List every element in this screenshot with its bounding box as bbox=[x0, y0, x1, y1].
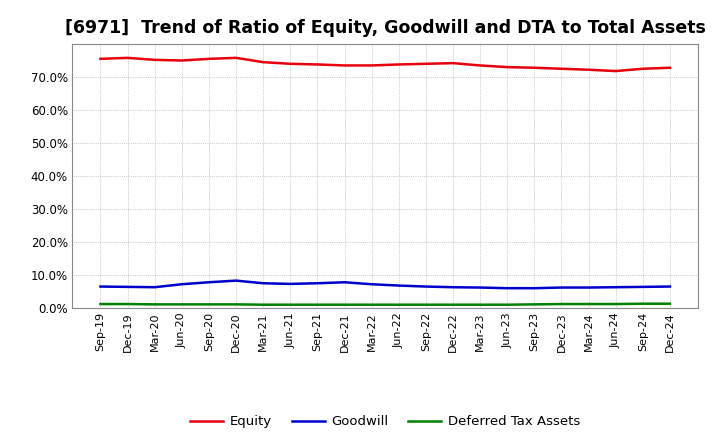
Goodwill bbox=[476, 285, 485, 290]
Goodwill bbox=[367, 282, 376, 287]
Goodwill bbox=[150, 285, 159, 290]
Deferred Tax Assets bbox=[150, 302, 159, 307]
Deferred Tax Assets bbox=[476, 302, 485, 307]
Deferred Tax Assets bbox=[421, 302, 430, 307]
Deferred Tax Assets bbox=[639, 301, 647, 306]
Goodwill bbox=[96, 284, 105, 289]
Deferred Tax Assets bbox=[204, 302, 213, 307]
Legend: Equity, Goodwill, Deferred Tax Assets: Equity, Goodwill, Deferred Tax Assets bbox=[185, 410, 585, 433]
Equity bbox=[395, 62, 403, 67]
Deferred Tax Assets bbox=[665, 301, 674, 306]
Goodwill bbox=[286, 281, 294, 286]
Goodwill bbox=[665, 284, 674, 289]
Goodwill bbox=[503, 286, 511, 291]
Goodwill bbox=[204, 280, 213, 285]
Deferred Tax Assets bbox=[449, 302, 457, 307]
Equity bbox=[503, 64, 511, 70]
Equity bbox=[639, 66, 647, 71]
Goodwill bbox=[639, 284, 647, 290]
Goodwill bbox=[313, 281, 322, 286]
Equity bbox=[341, 63, 349, 68]
Equity bbox=[476, 63, 485, 68]
Deferred Tax Assets bbox=[584, 301, 593, 307]
Equity bbox=[367, 63, 376, 68]
Line: Equity: Equity bbox=[101, 58, 670, 71]
Equity bbox=[232, 55, 240, 60]
Equity bbox=[584, 67, 593, 72]
Title: [6971]  Trend of Ratio of Equity, Goodwill and DTA to Total Assets: [6971] Trend of Ratio of Equity, Goodwil… bbox=[65, 19, 706, 37]
Equity bbox=[557, 66, 566, 71]
Goodwill bbox=[530, 286, 539, 291]
Deferred Tax Assets bbox=[530, 302, 539, 307]
Goodwill bbox=[341, 280, 349, 285]
Equity bbox=[123, 55, 132, 60]
Equity bbox=[665, 65, 674, 70]
Goodwill bbox=[449, 285, 457, 290]
Deferred Tax Assets bbox=[96, 301, 105, 307]
Goodwill bbox=[178, 282, 186, 287]
Goodwill bbox=[421, 284, 430, 289]
Deferred Tax Assets bbox=[286, 302, 294, 307]
Equity bbox=[449, 60, 457, 66]
Goodwill bbox=[611, 285, 620, 290]
Equity bbox=[150, 57, 159, 62]
Deferred Tax Assets bbox=[178, 302, 186, 307]
Goodwill bbox=[557, 285, 566, 290]
Equity bbox=[313, 62, 322, 67]
Equity bbox=[178, 58, 186, 63]
Equity bbox=[530, 65, 539, 70]
Goodwill bbox=[232, 278, 240, 283]
Deferred Tax Assets bbox=[557, 301, 566, 307]
Equity bbox=[421, 61, 430, 66]
Line: Goodwill: Goodwill bbox=[101, 281, 670, 288]
Deferred Tax Assets bbox=[259, 302, 268, 307]
Goodwill bbox=[259, 281, 268, 286]
Equity bbox=[96, 56, 105, 62]
Equity bbox=[204, 56, 213, 62]
Deferred Tax Assets bbox=[611, 301, 620, 307]
Equity bbox=[259, 59, 268, 65]
Deferred Tax Assets bbox=[313, 302, 322, 307]
Deferred Tax Assets bbox=[123, 301, 132, 307]
Goodwill bbox=[395, 283, 403, 288]
Goodwill bbox=[584, 285, 593, 290]
Deferred Tax Assets bbox=[503, 302, 511, 307]
Deferred Tax Assets bbox=[232, 302, 240, 307]
Goodwill bbox=[123, 284, 132, 290]
Equity bbox=[286, 61, 294, 66]
Deferred Tax Assets bbox=[395, 302, 403, 307]
Equity bbox=[611, 68, 620, 73]
Deferred Tax Assets bbox=[367, 302, 376, 307]
Deferred Tax Assets bbox=[341, 302, 349, 307]
